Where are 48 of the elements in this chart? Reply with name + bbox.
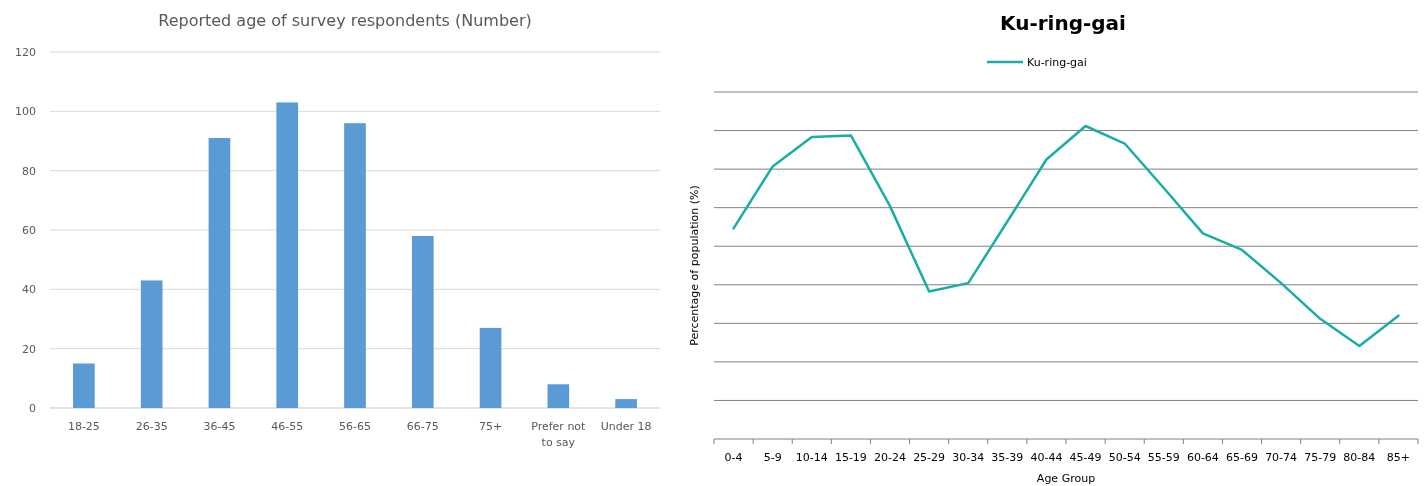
y-tick-label: 40 <box>22 283 36 297</box>
x-tick-label: 46-55 <box>271 420 304 433</box>
x-tick-label: 56-65 <box>339 420 371 433</box>
y-tick-label: 60 <box>22 224 36 237</box>
x-tick-label: 5-9 <box>763 451 782 464</box>
x-tick-label: Prefer not to say <box>531 420 587 449</box>
x-tick-label: 0-4 <box>724 451 743 464</box>
bar <box>73 363 95 408</box>
bar <box>344 123 366 408</box>
legend-label: Ku-ring-gai <box>1027 56 1087 69</box>
x-tick-label: 45-49 <box>1069 451 1102 464</box>
x-tick-label: 50-54 <box>1108 451 1141 464</box>
x-tick-label: 20-24 <box>874 451 906 464</box>
chart-title: Ku-ring-gai <box>1000 11 1126 35</box>
y-tick-label: 100 <box>15 105 36 119</box>
x-tick-label: 26-35 <box>135 420 168 433</box>
y-tick-label: 20 <box>22 342 36 356</box>
x-tick-label: 30-34 <box>952 451 985 464</box>
bar <box>411 235 434 408</box>
x-tick-label: 18-25 <box>67 420 100 433</box>
x-tick-label: 15-19 <box>834 451 867 464</box>
x-tick-label: 65-69 <box>1226 451 1258 464</box>
bar <box>547 384 570 408</box>
x-tick-label: 80-84 <box>1343 451 1376 464</box>
y-tick-label: 120 <box>15 46 36 59</box>
bar <box>140 280 163 408</box>
x-tick-label: 35-39 <box>991 451 1024 464</box>
x-tick-label: 85+ <box>1386 451 1411 464</box>
y-tick-label: 80 <box>22 164 36 178</box>
x-axis-title: Age Group <box>1036 472 1096 485</box>
x-tick-label: 60-64 <box>1186 451 1219 464</box>
y-axis-title: Percentage of population (%) <box>688 185 701 346</box>
bar <box>208 138 231 408</box>
x-tick-label: 10-14 <box>795 451 828 464</box>
x-tick-label: 36-45 <box>203 420 236 433</box>
x-tick-label: 70-74 <box>1265 451 1298 464</box>
x-tick-label: 75+ <box>478 420 503 433</box>
x-tick-label: Under 18 <box>600 420 652 433</box>
x-tick-label: 75-79 <box>1304 451 1337 464</box>
chart-title: Reported age of survey respondents (Number) <box>158 11 532 30</box>
x-tick-label: 25-29 <box>913 451 946 464</box>
x-tick-label: 66-75 <box>406 420 439 433</box>
bar <box>479 327 502 408</box>
bar <box>276 102 299 408</box>
x-tick-label: 40-44 <box>1030 451 1063 464</box>
x-tick-label: 55-59 <box>1147 451 1180 464</box>
y-tick-label: 0 <box>29 402 36 415</box>
bar <box>615 399 637 408</box>
